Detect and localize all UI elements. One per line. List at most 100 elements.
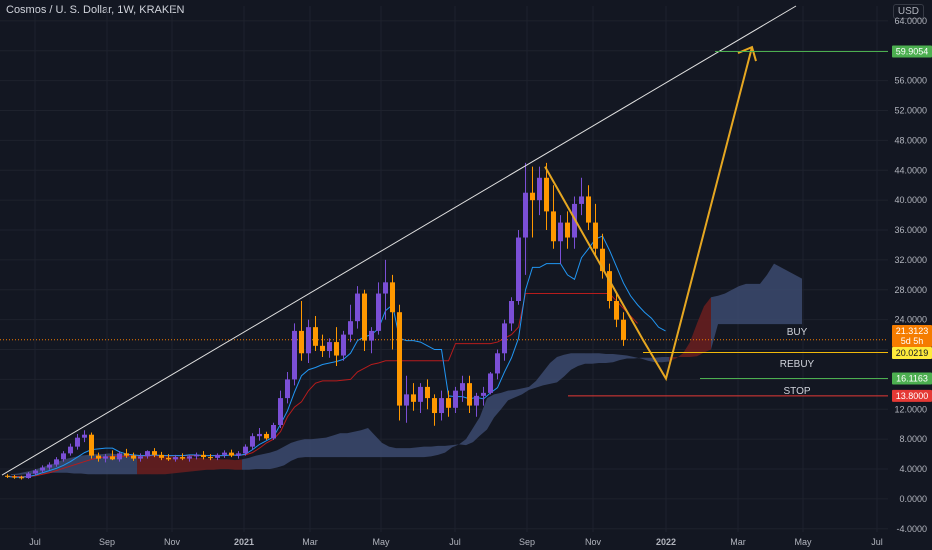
- candle-body: [397, 312, 402, 406]
- cloud-segment: [781, 267, 788, 325]
- y-tick-label: 48.0000: [894, 135, 927, 145]
- cloud-segment: [270, 450, 277, 470]
- candle-body: [152, 451, 157, 455]
- cloud-segment: [473, 416, 480, 443]
- candle-body: [348, 321, 353, 335]
- cloud-segment: [515, 388, 522, 398]
- cloud-segment: [67, 457, 74, 474]
- y-tick-label: 8.0000: [899, 434, 927, 444]
- time-axis: Jul Sep Nov 2021 Mar May Jul Sep Nov 2022 Mar May Ju…: [29, 537, 883, 547]
- candle-body: [61, 453, 66, 460]
- candle-body: [271, 424, 276, 439]
- candle-body: [404, 394, 409, 406]
- candle-body: [103, 456, 108, 459]
- candle-body: [614, 301, 619, 320]
- candle-body: [180, 457, 185, 459]
- cloud-segment: [746, 283, 753, 325]
- candle-body: [187, 456, 192, 459]
- y-tick-label: 44.0000: [894, 165, 927, 175]
- x-tick-label: Jul: [29, 537, 41, 547]
- projection-path: [544, 46, 753, 382]
- cloud-segment: [81, 454, 88, 475]
- candle-body: [607, 271, 612, 302]
- ichimoku-cloud: [11, 263, 802, 476]
- drawings: BUY REBUY STOP: [1, 5, 888, 476]
- price-tag-rebuy: 16.1163: [896, 374, 928, 384]
- cloud-segment: [739, 283, 746, 325]
- cloud-segment: [620, 354, 627, 361]
- candle-body: [236, 453, 241, 456]
- candle-body: [425, 386, 430, 399]
- cloud-segment: [774, 263, 781, 325]
- candle-body: [257, 433, 262, 437]
- cloud-segment: [165, 456, 172, 475]
- candle-body: [474, 395, 479, 406]
- cloud-segment: [732, 286, 739, 325]
- x-tick-label: 2022: [656, 537, 676, 547]
- candle-body: [299, 330, 304, 354]
- cloud-segment: [445, 445, 452, 453]
- candle-body: [544, 177, 549, 212]
- cloud-segment: [550, 357, 557, 384]
- candle-body: [26, 473, 31, 479]
- cloud-segment: [655, 357, 662, 363]
- x-tick-label: Sep: [519, 537, 535, 547]
- candle-body: [75, 437, 80, 447]
- cloud-segment: [697, 306, 704, 357]
- candle-body: [327, 342, 332, 352]
- candle-body: [68, 446, 73, 454]
- price-tag-countdown-bg: [892, 335, 932, 347]
- projection-arrowhead: [737, 45, 757, 62]
- y-tick-label: 52.0000: [894, 106, 927, 116]
- cloud-segment: [207, 458, 214, 470]
- candle-body: [194, 454, 199, 457]
- cloud-segment: [144, 454, 151, 475]
- cloud-segment: [459, 439, 466, 446]
- candle-body: [509, 301, 514, 324]
- y-tick-label: 12.0000: [894, 404, 927, 414]
- cloud-segment: [186, 457, 193, 473]
- candle-body: [229, 452, 234, 456]
- cloud-segment: [613, 354, 620, 363]
- candle-body: [432, 398, 437, 414]
- indicator-lines: [0, 235, 888, 478]
- cloud-segment: [760, 274, 767, 325]
- cloud-segment: [571, 353, 578, 370]
- candle-body: [201, 454, 206, 458]
- candle-body: [110, 456, 115, 460]
- cloud-segment: [74, 455, 81, 474]
- candle-body: [243, 446, 248, 454]
- cloud-segment: [389, 446, 396, 458]
- cloud-segment: [718, 293, 725, 325]
- y-tick-label: 28.0000: [894, 285, 927, 295]
- currency-badge[interactable]: USD: [892, 4, 924, 19]
- candle-body: [320, 345, 325, 352]
- candle-body: [208, 457, 213, 459]
- candle-body: [446, 398, 451, 408]
- cloud-segment: [536, 371, 543, 388]
- cloud-segment: [354, 430, 361, 458]
- cloud-segment: [529, 380, 536, 390]
- candle-body: [488, 373, 493, 393]
- cloud-segment: [172, 456, 179, 474]
- candle-body: [54, 459, 59, 465]
- cloud-segment: [277, 446, 284, 468]
- cloud-segment: [438, 445, 445, 455]
- cloud-segment: [291, 440, 298, 461]
- cloud-segment: [403, 448, 410, 458]
- cloud-segment: [95, 454, 102, 475]
- candle-body: [33, 470, 38, 474]
- cloud-segment: [137, 454, 144, 475]
- candle-body: [19, 477, 24, 479]
- candle-body: [467, 383, 472, 406]
- candle-body: [516, 237, 521, 302]
- cloud-segment: [333, 433, 340, 458]
- price-tag-stop: 13.8000: [896, 391, 929, 401]
- cloud-segment: [193, 457, 200, 472]
- candle-body: [495, 353, 500, 374]
- cloud-segment: [634, 357, 641, 359]
- cloud-segment: [501, 390, 508, 410]
- cloud-segment: [256, 454, 263, 470]
- cloud-segment: [564, 353, 571, 377]
